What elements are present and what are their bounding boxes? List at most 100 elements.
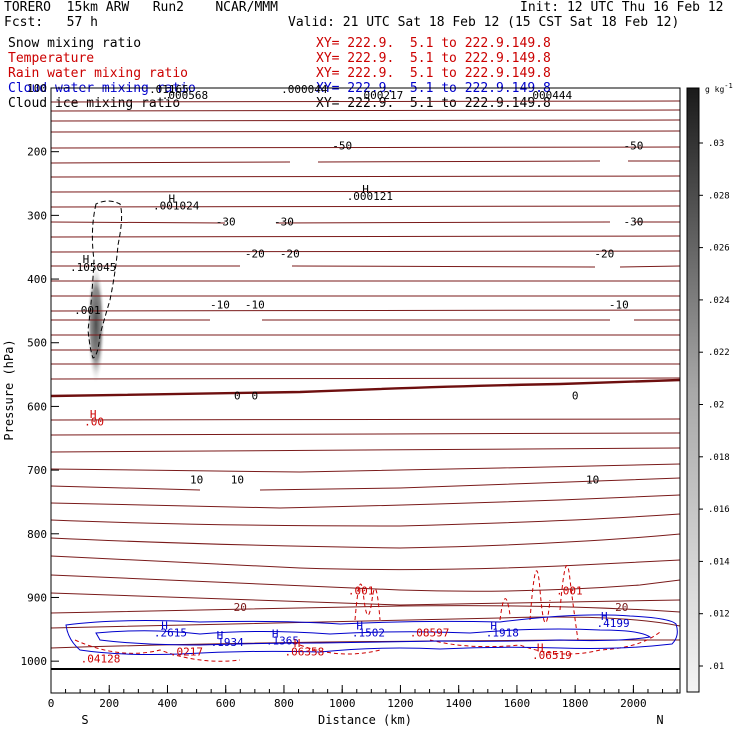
xy-range-temperature: XY= 222.9. 5.1 to 222.9.149.8 [316, 51, 551, 66]
x-tick-label: 600 [216, 697, 236, 710]
temperature-label: -20 [245, 248, 265, 261]
max-marker: H [83, 253, 90, 266]
x-tick-label: 1800 [562, 697, 589, 710]
temperature-label: 20 [615, 601, 628, 614]
max-marker: H [169, 193, 176, 206]
value-label: .000121 [347, 190, 393, 203]
temperature-label: -20 [280, 248, 300, 261]
x-tick-label: 400 [158, 697, 178, 710]
colorbar-tick-label: .014 [708, 557, 730, 567]
colorbar-tick-label: .024 [708, 296, 730, 306]
y-tick-label: 300 [27, 209, 47, 222]
value-label: .1502 [352, 626, 385, 639]
max-marker: H [294, 637, 301, 650]
value-label: .4199 [596, 617, 629, 630]
colorbar-tick-label: .012 [708, 610, 730, 620]
y-tick-label: 200 [27, 146, 47, 159]
value-label: .1365 [266, 635, 299, 648]
x-tick-label: 0 [48, 697, 55, 710]
snow-contour [87, 200, 123, 359]
rain-contours [74, 565, 661, 662]
temperature-label: -30 [274, 216, 294, 229]
model-title: TORERO 15km ARW Run2 NCAR/MMM [4, 0, 278, 15]
temperature-label: -30 [623, 216, 643, 229]
max-marker: H [161, 619, 168, 632]
temperature-labels: -50 -50-30 -30 -30-20 -20 -20-10 -10 -100 0 010 10… [190, 139, 643, 614]
value-label: .00 [84, 416, 104, 429]
temperature-label: -10 [609, 299, 629, 312]
valid-time: Valid: 21 UTC Sat 18 Feb 12 (15 CST Sat … [288, 15, 680, 30]
plot-frame [50, 87, 681, 694]
field-annotations: H.001024H.000121H.105045.001H.00.000568.… [70, 83, 630, 665]
temperature-label: -50 [332, 139, 352, 152]
value-label: .001 [348, 584, 375, 597]
x-tick-label: 800 [274, 697, 294, 710]
temperature-label: 10 [231, 474, 244, 487]
colorbar-tick-label: .02 [708, 401, 724, 411]
y-tick-label: 800 [27, 528, 47, 541]
plot-header: TORERO 15km ARW Run2 NCAR/MMM Init: 12 U… [0, 0, 740, 115]
freezing-level-contour [50, 378, 681, 398]
value-label: .000217 [357, 89, 403, 102]
field-label-rain: Rain water mixing ratio [8, 66, 189, 81]
y-tick-label: 1000 [21, 655, 48, 668]
x-tick-label: 1000 [329, 697, 356, 710]
max-marker: H [537, 642, 544, 655]
forecast-hour: Fcst: 57 h [4, 15, 98, 30]
temperature-label: 20 [234, 601, 247, 614]
value-label: .08597 [410, 626, 450, 639]
colorbar-unit: g kg-1 [705, 82, 733, 94]
x-end-label-south: S [81, 713, 88, 727]
temperature-label: 0 [234, 390, 241, 403]
x-tick-label: 1400 [445, 697, 472, 710]
value-label: .105045 [70, 261, 116, 274]
max-marker: H [490, 619, 497, 632]
value-label: .001024 [153, 200, 200, 213]
value-label: .2615 [154, 626, 187, 639]
temperature-label: -50 [623, 139, 643, 152]
value-label: .01165 [149, 83, 189, 96]
x-end-label-north: N [656, 713, 663, 727]
temperature-label: -30 [216, 216, 236, 229]
max-marker: H [90, 408, 97, 421]
temperature-contours [50, 100, 681, 649]
temperature-label: -10 [245, 299, 265, 312]
value-label: .06519 [532, 649, 572, 662]
temperature-label: -20 [594, 248, 614, 261]
xy-range-snow: XY= 222.9. 5.1 to 222.9.149.8 [316, 36, 551, 51]
xy-range-rain: XY= 222.9. 5.1 to 222.9.149.8 [316, 66, 551, 81]
x-axis-label: Distance (km) [318, 713, 412, 727]
y-tick-label: 400 [27, 273, 47, 286]
y-tick-label: 700 [27, 464, 47, 477]
colorbar-tick-label: .03 [708, 139, 724, 149]
colorbar-ticks: .01 .012 .014 .016 .018 .02 .022 .024 .026 .028 .0… [699, 139, 730, 672]
temperature-label: 10 [190, 474, 203, 487]
temperature-label: 0 [572, 390, 579, 403]
init-time: Init: 12 UTC Thu 16 Feb 12 [520, 0, 724, 15]
max-marker: H [217, 629, 224, 642]
value-label: .0217 [170, 645, 203, 658]
y-tick-label: 100 [27, 82, 47, 95]
value-label: .000444 [526, 89, 573, 102]
colorbar [686, 87, 700, 693]
max-marker: H [356, 619, 363, 632]
max-marker: H [272, 628, 279, 641]
cloud-water-contours [65, 614, 678, 655]
colorbar-tick-label: .01 [708, 662, 724, 672]
max-marker: H [362, 183, 369, 196]
y-axis-label: Pressure (hPa) [2, 339, 16, 440]
x-tick-label: 200 [99, 697, 119, 710]
x-tick-label: 1200 [387, 697, 414, 710]
colorbar-tick-label: .026 [708, 244, 730, 254]
y-tick-label: 500 [27, 337, 47, 350]
xy-range-cloud-ice: XY= 222.9. 5.1 to 222.9.149.8 [316, 96, 551, 111]
temperature-label: 10 [586, 474, 599, 487]
colorbar-tick-label: .018 [708, 453, 730, 463]
value-label: .04128 [81, 652, 121, 665]
max-marker: H [601, 610, 608, 623]
colorbar-tick-label: .028 [708, 191, 730, 201]
x-tick-label: 1600 [504, 697, 531, 710]
x-axis: 0 200 400 600 800 1000 1200 1400 1600 1800 2000 [48, 685, 678, 710]
value-label: .000568 [162, 89, 208, 102]
